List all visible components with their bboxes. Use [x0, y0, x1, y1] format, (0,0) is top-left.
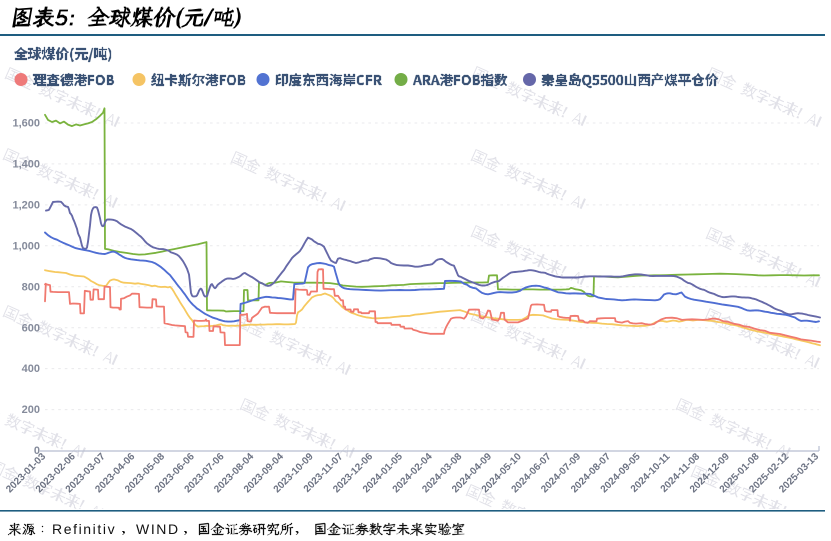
svg-text:WIND: WIND — [136, 521, 180, 537]
svg-text:1,400: 1,400 — [12, 159, 40, 171]
svg-text:200: 200 — [22, 404, 40, 416]
svg-text:1,000: 1,000 — [12, 240, 40, 252]
svg-text:1,600: 1,600 — [12, 118, 40, 130]
svg-text:0: 0 — [34, 445, 40, 457]
svg-text:600: 600 — [22, 322, 40, 334]
svg-text:Refinitiv: Refinitiv — [52, 521, 116, 537]
svg-text:800: 800 — [22, 281, 40, 293]
svg-text:1,200: 1,200 — [12, 200, 40, 212]
svg-text:400: 400 — [22, 363, 40, 375]
